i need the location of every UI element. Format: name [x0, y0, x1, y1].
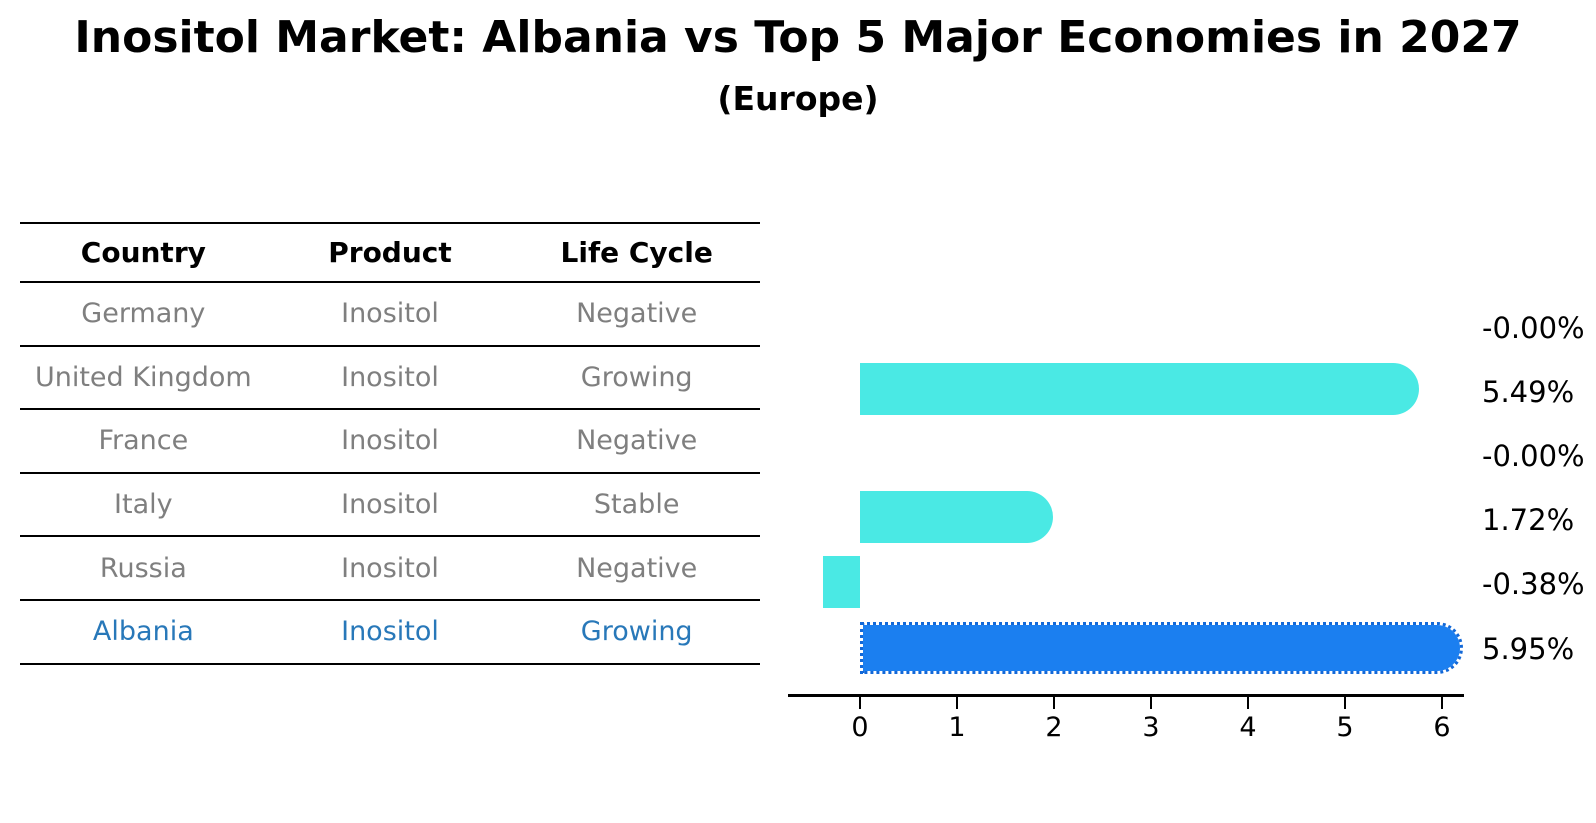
x-axis-tick-label: 6 [1433, 712, 1451, 743]
country-table: Country Product Life Cycle Germany Inosi… [20, 222, 760, 665]
cell-country: Germany [81, 298, 206, 330]
chart-subtitle: (Europe) [717, 79, 879, 118]
x-axis-tick-label: 0 [851, 712, 869, 743]
chart-title: Inositol Market: Albania vs Top 5 Major … [74, 12, 1522, 63]
x-axis-tick [956, 697, 958, 709]
bar-italy [860, 491, 1053, 543]
x-axis-tick-label: 3 [1142, 712, 1160, 743]
table-row: Russia Inositol Negative [20, 537, 760, 601]
value-label-russia: -0.38% [1482, 567, 1585, 601]
x-axis-tick [859, 697, 861, 709]
cell-life-cycle: Negative [576, 298, 698, 330]
table-row: France Inositol Negative [20, 410, 760, 474]
x-axis-tick-label: 5 [1336, 712, 1354, 743]
cell-life-cycle: Stable [593, 489, 680, 521]
column-header-product: Product [328, 236, 452, 269]
x-axis-tick [1150, 697, 1152, 709]
x-axis-tick-label: 1 [948, 712, 966, 743]
value-label-france: -0.00% [1482, 439, 1585, 473]
cell-product: Inositol [341, 616, 439, 648]
bar-albania [860, 622, 1464, 674]
bar-russia [823, 556, 860, 608]
cell-product: Inositol [341, 489, 439, 521]
cell-life-cycle: Growing [580, 616, 693, 648]
table-header-row: Country Product Life Cycle [20, 224, 760, 283]
cell-country: Albania [92, 616, 194, 648]
table-row: Italy Inositol Stable [20, 474, 760, 538]
cell-product: Inositol [341, 425, 439, 457]
x-axis-tick [1053, 697, 1055, 709]
value-label-united-kingdom: 5.49% [1482, 375, 1575, 409]
table-row-albania-highlight: Albania Inositol Growing [20, 601, 760, 665]
cell-life-cycle: Negative [576, 552, 698, 584]
table-row: Germany Inositol Negative [20, 283, 760, 347]
cell-country: France [98, 425, 189, 457]
value-label-albania: 5.95% [1482, 632, 1575, 666]
cell-country: Italy [114, 489, 173, 521]
value-label-germany: -0.00% [1482, 311, 1585, 345]
x-axis-tick-label: 4 [1239, 712, 1257, 743]
cell-life-cycle: Negative [576, 425, 698, 457]
cell-country: United Kingdom [34, 361, 252, 393]
column-header-life-cycle: Life Cycle [560, 236, 713, 269]
x-axis-line [788, 694, 1464, 697]
value-label-italy: 1.72% [1482, 503, 1575, 537]
x-axis-tick [1247, 697, 1249, 709]
cell-product: Inositol [341, 298, 439, 330]
cell-life-cycle: Growing [580, 361, 693, 393]
x-axis-tick-label: 2 [1045, 712, 1063, 743]
bar-united-kingdom [860, 363, 1419, 415]
cell-country: Russia [99, 552, 187, 584]
column-header-country: Country [80, 236, 206, 269]
x-axis-tick [1344, 697, 1346, 709]
x-axis-tick [1441, 697, 1443, 709]
cell-product: Inositol [341, 552, 439, 584]
cell-product: Inositol [341, 361, 439, 393]
bar-plot: -0.00% 5.49% -0.00% 1.72% -0.38% 5.95% 0… [788, 0, 1596, 823]
table-row: United Kingdom Inositol Growing [20, 347, 760, 411]
